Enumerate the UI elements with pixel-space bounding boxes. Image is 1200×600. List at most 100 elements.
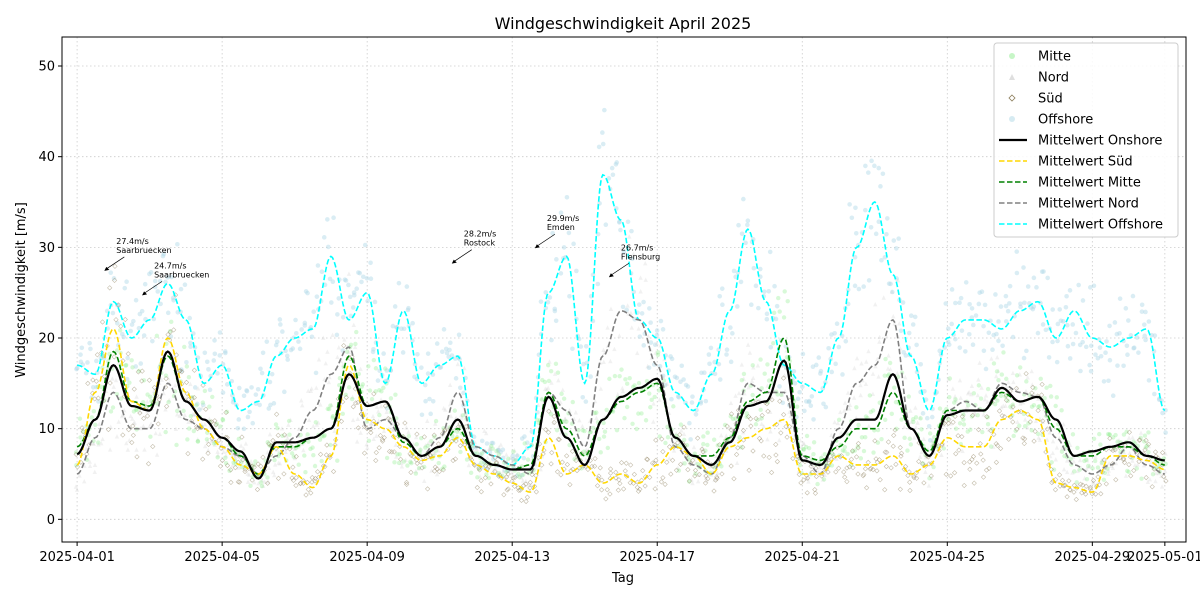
mitte-point [99, 384, 104, 390]
sued-point [796, 471, 802, 478]
nord-point [679, 428, 684, 433]
offshore-point [1007, 301, 1012, 306]
mitte-point [353, 341, 358, 347]
sued-point [790, 455, 796, 462]
offshore-point [321, 235, 327, 240]
sued-point [860, 473, 866, 479]
nord-point [728, 400, 734, 406]
sued-point [961, 460, 967, 466]
sued-point [518, 497, 525, 503]
sued-point [129, 439, 135, 446]
nord-point [92, 462, 98, 468]
offshore-point [319, 269, 325, 274]
offshore-point [829, 369, 835, 375]
sued-point [251, 464, 257, 470]
offshore-point [268, 402, 273, 408]
offshore-point [1095, 355, 1101, 361]
legend-marker [1009, 116, 1015, 122]
offshore-point [648, 340, 654, 345]
sued-point [714, 474, 720, 480]
offshore-point [133, 364, 139, 369]
nord-point [173, 382, 178, 388]
mitte-point [985, 421, 991, 427]
mitte-point [326, 406, 332, 412]
sued-point [397, 456, 404, 462]
mitte-point [1075, 445, 1080, 451]
nord-point [994, 373, 999, 379]
nord-point [157, 431, 163, 437]
offshore-point [1156, 397, 1162, 403]
sued-point [474, 484, 480, 491]
mitte-point [991, 361, 997, 366]
sued-point [959, 413, 965, 420]
offshore-point [712, 371, 718, 377]
nord-point [1121, 449, 1127, 455]
sued-point [520, 483, 527, 489]
mitte-point [273, 422, 279, 427]
mitte-point [861, 448, 867, 454]
sued-point [988, 428, 994, 434]
mitte-point [1125, 468, 1130, 474]
mitte-point [639, 411, 644, 416]
sued-point [740, 437, 747, 443]
nord-point [873, 301, 878, 307]
nord-point [675, 465, 681, 471]
offshore-point [800, 384, 805, 390]
mitte-point [855, 444, 861, 449]
mitte-point [396, 460, 402, 466]
mitte-point [337, 382, 342, 388]
mitte-point [548, 369, 554, 374]
offshore-point [1003, 319, 1009, 324]
sued-point [951, 470, 958, 476]
sued-point [628, 462, 634, 468]
nord-point [877, 334, 882, 340]
mitte-point [607, 376, 612, 382]
sued-point [551, 419, 557, 426]
offshore-point [291, 335, 297, 341]
nord-point [1004, 384, 1009, 389]
offshore-point [731, 268, 737, 274]
sued-point [756, 435, 763, 441]
offshore-point [282, 389, 287, 395]
mitte-point [182, 344, 187, 350]
legend-label: Mittelwert Onshore [1038, 134, 1162, 149]
sued-point [685, 466, 691, 473]
sued-point [681, 424, 687, 430]
sued-point [171, 327, 177, 333]
mitte-point [966, 402, 971, 408]
nord-point [459, 415, 464, 420]
offshore-point [660, 327, 666, 332]
sued-point [1032, 428, 1038, 435]
offshore-point [514, 457, 519, 463]
nord-point [365, 445, 370, 450]
sued-point [163, 403, 170, 409]
offshore-point [896, 236, 901, 241]
sued-point [1064, 494, 1070, 500]
nord-point [245, 471, 250, 476]
sued-point [936, 447, 942, 454]
sued-point [1145, 456, 1151, 462]
x-tick-label: 2025-04-17 [619, 550, 695, 565]
nord-point [622, 252, 628, 257]
mitte-point [1074, 480, 1079, 485]
offshore-point [122, 285, 128, 291]
offshore-point [800, 351, 806, 357]
sued-point [361, 423, 368, 429]
offshore-point [253, 392, 259, 397]
sued-point [228, 467, 234, 473]
nord-point [695, 478, 701, 484]
mitte-point [395, 452, 400, 457]
offshore-point [600, 141, 606, 147]
offshore-point [257, 402, 262, 408]
offshore-point [121, 334, 127, 340]
sued-point [440, 467, 446, 473]
nord-point [454, 433, 460, 438]
nord-point [847, 406, 852, 411]
offshore-point [554, 257, 559, 262]
nord-point [335, 354, 340, 360]
sued-point [599, 477, 605, 483]
mitte-point [1011, 433, 1016, 439]
sued-point [882, 449, 888, 455]
offshore-point [423, 398, 428, 404]
offshore-point [703, 398, 709, 404]
